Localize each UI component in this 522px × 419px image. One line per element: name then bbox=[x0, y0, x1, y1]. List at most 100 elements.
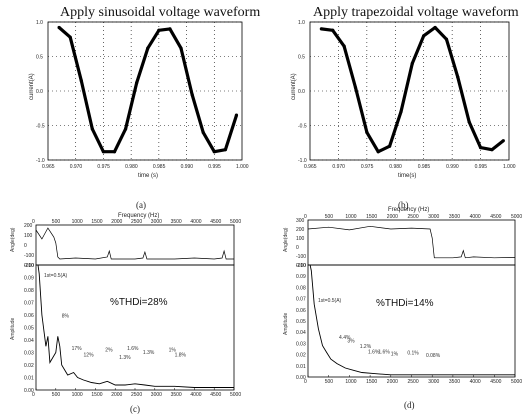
panel-a-ytick-label: 0.0 bbox=[36, 89, 43, 95]
panel-d-harmonic-label: 1.6% bbox=[368, 349, 380, 355]
panel-c-top-xtick-label: 2000 bbox=[111, 219, 122, 225]
panel-d-amp-ytick-label: 0.04 bbox=[296, 330, 306, 336]
panel-c-top-xtick-label: 3000 bbox=[151, 219, 162, 225]
panel-d-harmonic-label: 3% bbox=[347, 338, 355, 344]
panel-a-xtick-label: 0.985 bbox=[153, 164, 166, 170]
panel-a-xlabel: time (s) bbox=[138, 173, 158, 179]
panel-d-top-xtick-label: 3500 bbox=[449, 214, 460, 220]
panel-d-harmonic-label: 1.6% bbox=[378, 349, 390, 355]
panel-d-harmonic-label: 4.4% bbox=[339, 335, 351, 341]
panel-c-bottom-xtick-label: 2000 bbox=[111, 392, 122, 398]
panel-c-bottom-xtick-label: 1500 bbox=[91, 392, 102, 398]
panel-c-amp-ylabel: Amplitude bbox=[10, 318, 16, 340]
panel-d-spectrum-trapezoidal: Frequency (Hz) 0050050010001000150015002… bbox=[283, 207, 522, 410]
panel-c-bottom-xtick-label: 1000 bbox=[72, 392, 83, 398]
panel-a-ytick-label: 1.0 bbox=[36, 20, 43, 26]
panel-c-top-xtick-label: 1000 bbox=[72, 219, 83, 225]
panel-b-xtick-label: 1.000 bbox=[503, 164, 516, 170]
panel-c-top-xtick-label: 5000 bbox=[230, 219, 241, 225]
panel-d-phase-ylabel: Angle(deg) bbox=[283, 227, 289, 252]
panel-d-phase-line bbox=[307, 225, 516, 259]
panel-c-harmonic-label: 1.3% bbox=[143, 350, 155, 356]
panel-c-harmonic-label: 1.6% bbox=[127, 346, 139, 352]
panel-d-amp-ylabel: Amplitude bbox=[283, 313, 289, 335]
panel-c-top-xtick-label: 4500 bbox=[210, 219, 221, 225]
panel-a-caption: (a) bbox=[136, 200, 146, 210]
panel-d-phase-ytick-label: -100 bbox=[296, 254, 306, 260]
panel-d-amp-ytick-label: 0.06 bbox=[296, 308, 306, 314]
panel-c-phase-ytick-label: -200 bbox=[24, 263, 34, 269]
panel-c-top-xtick-label: 1500 bbox=[91, 219, 102, 225]
panel-d-harmonic-label: 0.1% bbox=[407, 351, 419, 357]
panel-b-ytick-label: 0.5 bbox=[298, 55, 305, 61]
panel-c-harmonic-label: 1.3% bbox=[119, 355, 131, 361]
panel-d-amplitude-frame bbox=[307, 264, 516, 378]
panel-d-phase-ytick-label: 0 bbox=[296, 245, 299, 251]
panel-d-bottom-xtick-label: 4500 bbox=[490, 379, 501, 385]
panel-b-ylabel: current(A) bbox=[291, 73, 297, 100]
panel-d-amp-ytick-label: 0.03 bbox=[296, 341, 306, 347]
panel-b-xlabel: time(s) bbox=[398, 173, 416, 179]
panel-c-amp-ytick-label: 0.05 bbox=[24, 326, 34, 332]
panel-d-top-xtick-label: 500 bbox=[325, 214, 334, 220]
panel-d-fundamental-label: 1st=0.5(A) bbox=[318, 298, 342, 304]
panel-d-amp-ytick-label: 0.10 bbox=[296, 263, 306, 269]
panel-b-ytick-label: -1.0 bbox=[298, 158, 307, 164]
panel-c-caption: (c) bbox=[130, 404, 140, 414]
panel-b-caption: (b) bbox=[398, 200, 409, 210]
panel-d-top-xtick-label: 0 bbox=[304, 214, 307, 220]
panel-c-harmonic-label: 1.8% bbox=[175, 352, 187, 358]
panel-a-xtick-label: 1.000 bbox=[236, 164, 249, 170]
panel-c-fundamental-label: 1st=0.5(A) bbox=[44, 273, 68, 279]
panel-a-xtick-label: 0.990 bbox=[181, 164, 194, 170]
panel-b-xtick-label: 0.970 bbox=[332, 164, 345, 170]
panel-c-harmonic-label: 1% bbox=[169, 347, 177, 353]
panel-d-phase-ytick-label: 100 bbox=[296, 236, 305, 242]
panel-c-bottom-xtick-label: 4500 bbox=[210, 392, 221, 398]
panel-c-amp-ytick-label: 0.10 bbox=[24, 263, 34, 269]
panel-d-amp-ytick-label: 0.07 bbox=[296, 297, 306, 303]
panel-b-xtick-label: 0.985 bbox=[418, 164, 431, 170]
panel-c-top-xtick-label: 0 bbox=[32, 219, 35, 225]
panel-c-bottom-xtick-label: 2500 bbox=[131, 392, 142, 398]
panel-d-harmonic-label: 1.2% bbox=[360, 344, 372, 350]
panel-c-bottom-xtick-label: 500 bbox=[52, 392, 61, 398]
panel-c-harmonic-label: 2% bbox=[105, 347, 113, 353]
panel-a-ytick-label: -1.0 bbox=[36, 158, 45, 164]
panel-b-xtick-label: 0.975 bbox=[361, 164, 374, 170]
panel-d-caption: (d) bbox=[404, 400, 415, 410]
panel-c-amplitude-line bbox=[37, 264, 234, 388]
panel-c-top-xtick-label: 500 bbox=[52, 219, 61, 225]
panel-c-spectrum-sinusoidal: Frequency (Hz) 0050050010001000150015002… bbox=[10, 213, 241, 414]
panel-d-amp-ytick-label: 0.02 bbox=[296, 353, 306, 359]
panel-c-top-xtick-label: 2500 bbox=[131, 219, 142, 225]
panel-d-top-xtick-label: 2500 bbox=[408, 214, 419, 220]
panel-c-top-xtick-label: 4000 bbox=[190, 219, 201, 225]
panel-d-bottom-xtick-label: 4000 bbox=[470, 379, 481, 385]
panel-d-amp-ytick-label: 0.09 bbox=[296, 274, 306, 280]
panel-c-phase-line bbox=[35, 227, 234, 260]
panel-c-harmonic-label: 17% bbox=[72, 346, 83, 352]
panel-d-bottom-xtick-label: 0 bbox=[304, 379, 307, 385]
panel-a-xtick-label: 0.995 bbox=[208, 164, 221, 170]
panel-b-title: Apply trapezoidal voltage waveform bbox=[313, 5, 519, 20]
panel-c-phase-ylabel: Angle(deg) bbox=[10, 227, 16, 252]
panel-d-top-xlabel: Frequency (Hz) bbox=[388, 207, 429, 213]
panel-b-xtick-label: 0.990 bbox=[446, 164, 459, 170]
panel-b-xtick-label: 0.980 bbox=[389, 164, 402, 170]
panel-b-current-line bbox=[321, 25, 505, 154]
panel-a-ytick-label: 0.5 bbox=[36, 55, 43, 61]
panel-d-bottom-xtick-label: 3500 bbox=[449, 379, 460, 385]
panel-d-bottom-xtick-label: 3000 bbox=[428, 379, 439, 385]
panel-a-xtick-label: 0.975 bbox=[97, 164, 110, 170]
panel-a-sinusoidal-current: Apply sinusoidal voltage waveform 0.965 0… bbox=[29, 5, 260, 210]
panel-a-xtick-label: 0.980 bbox=[125, 164, 138, 170]
panel-c-amp-ytick-label: 0.03 bbox=[24, 351, 34, 357]
panel-c-phase-ytick-label: 0 bbox=[24, 243, 27, 249]
panel-a-title: Apply sinusoidal voltage waveform bbox=[60, 5, 260, 20]
panel-c-amp-ytick-label: 0.08 bbox=[24, 288, 34, 294]
panel-d-bottom-xtick-label: 2500 bbox=[408, 379, 419, 385]
panel-c-top-xtick-label: 3500 bbox=[171, 219, 182, 225]
panel-b-ytick-label: -0.5 bbox=[298, 124, 307, 130]
